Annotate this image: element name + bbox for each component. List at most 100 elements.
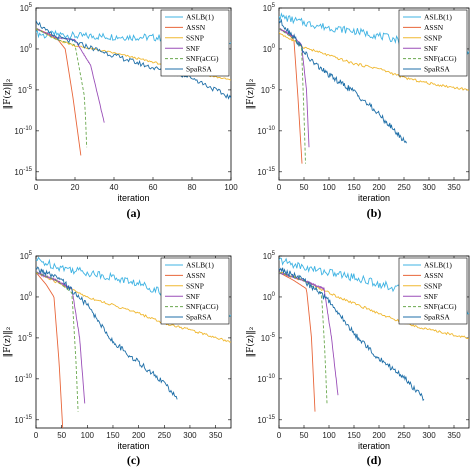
legend-entry: SpaRSA: [186, 313, 212, 322]
legend-entry: ASLB(1): [424, 13, 452, 22]
x-tick-label: 200: [372, 183, 386, 192]
panel-2: 0 50 100 150 200 250 300 350 105 100 10-5 10-10 10-1…: [2, 251, 232, 467]
x-tick-label: 250: [397, 431, 411, 440]
y-tick-label: 100: [263, 292, 276, 302]
axes-box: [278, 7, 470, 181]
y-tick-label: 100: [263, 44, 276, 54]
x-tick-label: 0: [277, 431, 282, 440]
x-tick-label: 300: [422, 431, 436, 440]
x-tick-label: 300: [422, 183, 436, 192]
legend-box: [160, 9, 230, 77]
y-tick-label: 10-5: [18, 85, 33, 95]
x-tick-label: 350: [447, 183, 461, 192]
y-axis-label: ‖F(z)‖₂: [245, 78, 256, 109]
x-tick-label: 300: [183, 431, 197, 440]
x-axis-label: iteration: [358, 441, 390, 451]
y-tick-label: 105: [20, 3, 33, 13]
legend-entry: ASLB(1): [186, 13, 214, 22]
series-line-assn: [36, 28, 82, 156]
legend-box: [160, 257, 230, 325]
x-tick-label: 80: [188, 183, 197, 192]
series-line-snf: [279, 270, 339, 396]
series-line-sparsa: [36, 20, 231, 100]
x-tick-label: 150: [347, 431, 361, 440]
x-tick-label: 40: [110, 183, 119, 192]
y-tick-label: 10-5: [261, 85, 276, 95]
x-tick-label: 0: [277, 183, 282, 192]
x-axis-label: iteration: [117, 193, 149, 203]
series-group: [36, 256, 231, 428]
x-tick-label: 60: [149, 183, 158, 192]
x-tick-label: 150: [106, 431, 120, 440]
y-axis-label: ‖F(z)‖₂: [2, 78, 13, 109]
x-tick-label: 100: [322, 431, 336, 440]
x-tick-label: 200: [132, 431, 146, 440]
legend-entry: ASLB(1): [424, 261, 452, 270]
y-tick-label: 100: [20, 292, 33, 302]
y-tick-label: 10-15: [14, 415, 32, 425]
x-tick-label: 0: [34, 183, 39, 192]
legend-entry: SpaRSA: [424, 313, 450, 322]
y-tick-label: 10-10: [14, 374, 32, 384]
axes-box: [278, 255, 470, 429]
x-tick-label: 0: [34, 431, 39, 440]
series-line-snf-acg-: [279, 271, 328, 404]
x-axis-label: iteration: [358, 193, 390, 203]
y-tick-label: 10-15: [14, 167, 32, 177]
y-axis-label: ‖F(z)‖₂: [2, 326, 13, 357]
legend-entry: SSNP: [186, 33, 204, 42]
x-tick-label: 350: [447, 431, 461, 440]
series-line-snf-acg-: [36, 28, 88, 148]
legend-entry: SNF: [186, 44, 200, 53]
y-tick-label: 105: [263, 3, 276, 13]
legend-entry: ASSN: [186, 23, 206, 32]
axes-box: [35, 7, 232, 181]
panel-0: 0 20 40 60 80 100 105 100 10-5 10-10 10-15 iteratio…: [2, 3, 238, 220]
y-tick-label: 10-10: [257, 374, 275, 384]
x-tick-label: 250: [397, 183, 411, 192]
y-tick-label: 10-10: [257, 126, 275, 136]
x-axis-label: iteration: [117, 441, 149, 451]
panel-3: 0 50 100 150 200 250 300 350 105 100 10-5 10-10 10-1…: [245, 251, 470, 467]
legend-entry: ASSN: [424, 271, 444, 280]
legend-entry: SNF(aCG): [424, 54, 457, 63]
x-tick-label: 100: [322, 183, 336, 192]
panel-1: 0 50 100 150 200 250 300 350 105 100 10-5 10-10 10-1…: [245, 3, 470, 220]
y-tick-label: 105: [263, 251, 276, 261]
x-tick-label: 350: [209, 431, 223, 440]
legend-entry: SNF(aCG): [186, 54, 219, 63]
x-tick-label: 150: [347, 183, 361, 192]
legend-entry: ASLB(1): [186, 261, 214, 270]
x-tick-label: 200: [372, 431, 386, 440]
y-tick-label: 10-15: [257, 167, 275, 177]
panel-label: (b): [367, 206, 382, 220]
legend-entry: SpaRSA: [186, 65, 212, 74]
series-line-sparsa: [279, 267, 425, 402]
x-tick-label: 50: [300, 183, 309, 192]
x-tick-label: 100: [81, 431, 95, 440]
y-tick-label: 100: [20, 44, 33, 54]
y-tick-label: 10-5: [261, 333, 276, 343]
series-line-assn: [36, 272, 64, 428]
y-tick-label: 10-5: [18, 333, 33, 343]
x-tick-label: 50: [300, 431, 309, 440]
x-tick-label: 50: [57, 431, 66, 440]
series-line-ssnp: [36, 272, 231, 343]
legend-box: [398, 257, 468, 325]
legend-entry: ASSN: [424, 23, 444, 32]
legend-box: [398, 9, 468, 77]
legend-entry: SNF: [186, 292, 200, 301]
legend-entry: SpaRSA: [424, 65, 450, 74]
panel-label: (a): [127, 206, 141, 220]
y-axis-label: ‖F(z)‖₂: [245, 326, 256, 357]
legend-entry: SNF(aCG): [186, 302, 219, 311]
series-line-sparsa: [279, 18, 407, 144]
panel-label: (d): [367, 453, 382, 467]
y-tick-label: 10-10: [14, 126, 32, 136]
series-line-snf: [36, 28, 105, 123]
